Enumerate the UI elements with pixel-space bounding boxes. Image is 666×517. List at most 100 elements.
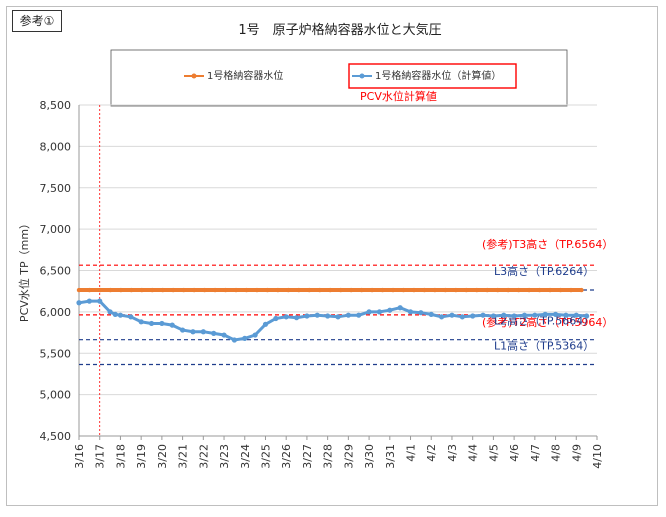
- y-tick-label: 6,500: [40, 265, 72, 278]
- series-point-measured: [150, 287, 155, 293]
- series-point-calculated: [200, 329, 206, 335]
- series-point-measured: [202, 287, 207, 293]
- series-point-calculated: [459, 314, 465, 320]
- x-tick-label: 3/24: [239, 444, 252, 469]
- series-point-calculated: [397, 305, 403, 311]
- series-point-measured: [296, 287, 302, 293]
- x-tick-label: 3/29: [342, 444, 355, 469]
- series-point-calculated: [407, 309, 414, 315]
- series-point-measured: [443, 287, 448, 293]
- series-point-calculated: [584, 313, 590, 319]
- series-point-calculated: [190, 329, 196, 335]
- x-tick-label: 4/1: [405, 444, 418, 462]
- series-point-measured: [369, 287, 375, 293]
- series-point-measured: [97, 287, 103, 293]
- series-point-measured: [579, 287, 584, 293]
- annotation-calculated: PCV水位計算値: [360, 89, 437, 103]
- x-tick-label: 4/10: [591, 444, 604, 469]
- x-tick-label: 3/26: [280, 444, 293, 469]
- series-point-measured: [328, 287, 333, 293]
- series-point-calculated: [293, 315, 300, 321]
- series-point-calculated: [159, 320, 165, 327]
- series-point-calculated: [107, 309, 113, 315]
- x-tick-label: 3/16: [73, 444, 86, 469]
- series-point-calculated: [242, 335, 248, 341]
- reference-line-label: L3高さ（TP.6264）: [494, 264, 594, 278]
- series-point-measured: [181, 287, 186, 293]
- series-point-measured: [118, 287, 124, 293]
- series-point-calculated: [148, 320, 155, 327]
- y-tick-label: 5,500: [40, 347, 72, 360]
- series-point-measured: [516, 287, 521, 293]
- series-point-measured: [422, 287, 427, 293]
- x-tick-label: 4/6: [508, 444, 521, 462]
- series-point-calculated: [511, 313, 517, 319]
- x-tick-label: 4/4: [467, 444, 480, 462]
- series-point-calculated: [325, 313, 331, 319]
- legend-item-measured: 1号格納容器水位: [184, 69, 283, 82]
- x-tick-label: 3/25: [259, 444, 272, 469]
- series-point-measured: [558, 287, 563, 293]
- series-point-calculated: [335, 314, 341, 320]
- series-point-calculated: [480, 312, 486, 318]
- series-point-calculated: [449, 312, 455, 318]
- series-point-measured: [474, 287, 479, 293]
- x-tick-label: 3/27: [301, 444, 314, 469]
- x-tick-label: 3/18: [114, 444, 127, 469]
- series-point-measured: [317, 287, 322, 293]
- series-point-calculated: [470, 313, 476, 319]
- reference-line-label: L2高さ（TP.5664）: [494, 314, 594, 328]
- x-tick-label: 4/2: [425, 444, 438, 462]
- chart-title: 1号 原子炉格納容器水位と大気圧: [238, 22, 441, 38]
- series-point-measured: [171, 287, 176, 293]
- x-tick-label: 4/9: [570, 444, 583, 462]
- series-point-measured: [286, 287, 291, 293]
- y-tick-label: 5,000: [40, 389, 72, 402]
- series-point-calculated: [262, 321, 269, 327]
- series-point-calculated: [376, 309, 383, 315]
- series-point-calculated: [231, 337, 237, 343]
- series-point-calculated: [521, 312, 528, 318]
- y-tick-label: 8,000: [40, 140, 72, 153]
- x-tick-label: 3/19: [135, 444, 148, 469]
- series-point-calculated: [501, 312, 507, 318]
- series-point-calculated: [86, 298, 92, 304]
- series-point-calculated: [314, 312, 320, 318]
- series-point-calculated: [97, 298, 103, 304]
- series-point-measured: [212, 287, 218, 293]
- x-tick-label: 3/20: [156, 444, 169, 469]
- series-point-measured: [390, 287, 396, 293]
- series-point-measured: [359, 287, 364, 293]
- reference-line-label: L1高さ（TP.5364）: [494, 339, 594, 353]
- series-point-measured: [233, 287, 239, 293]
- series-point-calculated: [138, 319, 144, 325]
- series-point-calculated: [273, 315, 279, 322]
- series-point-measured: [244, 287, 249, 293]
- y-axis-label: PCV水位 TP（mm）: [17, 218, 31, 322]
- series-point-measured: [108, 287, 113, 293]
- legend-label-calculated: 1号格納容器水位（計算値）: [375, 69, 501, 82]
- reference-line-label: (参考)T3高さ（TP.6564）: [482, 237, 613, 251]
- series-point-measured: [401, 287, 406, 293]
- series-point-measured: [265, 287, 270, 293]
- series-point-calculated: [76, 300, 82, 306]
- series-point-calculated: [211, 330, 217, 336]
- legend-item-calculated: 1号格納容器水位（計算値）: [352, 69, 501, 82]
- x-tick-label: 4/5: [487, 444, 500, 462]
- series-point-measured: [411, 287, 417, 293]
- series-point-measured: [160, 287, 165, 293]
- series-point-measured: [526, 287, 532, 293]
- series-point-measured: [537, 287, 542, 293]
- series-point-measured: [348, 287, 354, 293]
- series-point-measured: [568, 287, 574, 293]
- series-point-measured: [87, 287, 92, 293]
- series-point-calculated: [180, 327, 186, 333]
- legend-label-measured: 1号格納容器水位: [207, 69, 283, 82]
- series-point-measured: [464, 287, 469, 293]
- legend-marker-calculated: [359, 73, 365, 79]
- series-point-calculated: [304, 313, 310, 319]
- x-tick-label: 3/22: [197, 444, 210, 469]
- y-tick-label: 8,500: [40, 99, 72, 112]
- series-point-measured: [76, 287, 82, 293]
